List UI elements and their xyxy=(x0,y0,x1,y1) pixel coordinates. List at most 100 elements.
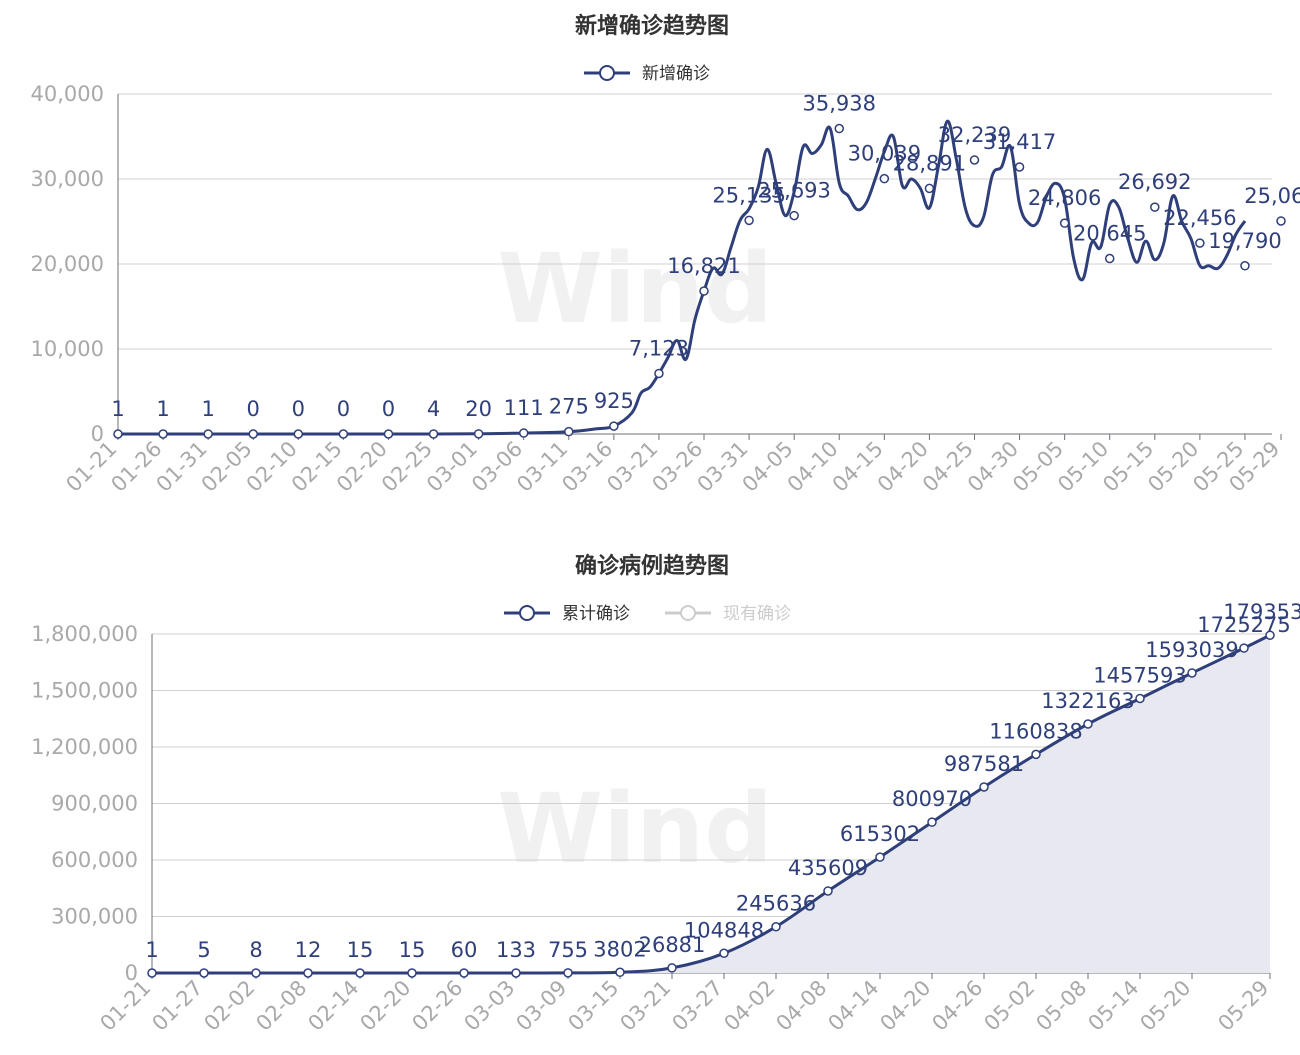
x-tick-label: 05-05 xyxy=(1008,437,1068,497)
data-point xyxy=(879,173,890,184)
x-tick-label: 02-20 xyxy=(332,437,392,497)
x-tick-label: 02-15 xyxy=(287,437,347,497)
x-tick-label: 02-05 xyxy=(197,437,257,497)
data-point xyxy=(113,429,123,439)
series-area-fill xyxy=(152,635,1270,973)
data-label: 3802 xyxy=(593,937,646,961)
data-label: 0 xyxy=(292,397,305,421)
data-point xyxy=(147,968,157,978)
data-label: 1 xyxy=(111,397,124,421)
data-point xyxy=(1059,218,1070,228)
data-label: 1 xyxy=(201,397,214,421)
data-point xyxy=(1239,643,1249,653)
data-point xyxy=(823,886,833,896)
data-point xyxy=(564,426,574,437)
legend-item-new-cases[interactable]: 新增确诊 xyxy=(584,64,710,84)
data-label: 16,821 xyxy=(667,254,740,278)
data-point xyxy=(615,967,625,978)
x-tick-label: 02-02 xyxy=(199,976,259,1036)
y-tick-label: 10,000 xyxy=(31,337,104,361)
y-tick-label: 1,200,000 xyxy=(31,735,138,759)
x-tick-label: 04-15 xyxy=(828,437,888,497)
data-label: 987581 xyxy=(944,752,1024,776)
data-label: 925 xyxy=(594,389,634,413)
x-tick-label: 04-26 xyxy=(927,976,987,1036)
data-point xyxy=(654,368,664,379)
data-point xyxy=(875,852,885,862)
x-tick-label: 04-30 xyxy=(963,437,1023,497)
legend-item-current[interactable]: 现有确诊 xyxy=(665,604,791,624)
data-label: 20 xyxy=(465,397,492,421)
data-label: 22,456 xyxy=(1163,206,1236,230)
data-label: 15 xyxy=(399,938,426,962)
data-point xyxy=(293,429,304,439)
data-label: 755 xyxy=(548,938,588,962)
series-line xyxy=(118,119,1247,436)
data-point xyxy=(744,215,754,226)
data-label: 12 xyxy=(295,938,322,962)
x-tick-label: 04-08 xyxy=(771,976,831,1036)
x-tick-label: 03-03 xyxy=(459,976,519,1036)
y-tick-label: 0 xyxy=(125,961,138,985)
data-label: 20,645 xyxy=(1073,222,1146,246)
data-point xyxy=(979,782,989,792)
legend-marker-icon xyxy=(599,65,615,81)
watermark: Wind xyxy=(497,773,773,885)
data-label: 1793530 xyxy=(1223,600,1300,624)
y-tick-label: 1,800,000 xyxy=(31,622,138,646)
x-tick-label: 04-20 xyxy=(875,976,935,1036)
x-tick-label: 03-15 xyxy=(563,976,623,1036)
data-point xyxy=(969,155,980,165)
data-label: 1593039 xyxy=(1145,638,1239,662)
data-labels: 1 1 1 0 0 0 0 4 20 111 275 9257,12316,82125,13525,6… xyxy=(111,92,1300,421)
legend-label-new-cases: 新增确诊 xyxy=(642,64,710,84)
data-point xyxy=(1276,216,1286,226)
legend-marker-icon xyxy=(680,605,696,621)
x-tick-label: 05-08 xyxy=(1031,976,1091,1036)
y-tick-label: 0 xyxy=(91,422,104,446)
data-label: 25,063 xyxy=(1244,184,1300,208)
data-point xyxy=(511,968,521,978)
data-label: 25,693 xyxy=(757,179,830,203)
x-tick-label: 05-15 xyxy=(1098,437,1158,497)
y-tick-label: 40,000 xyxy=(31,82,104,106)
data-point xyxy=(834,123,844,134)
x-tick-label: 05-20 xyxy=(1135,976,1195,1036)
data-label: 60 xyxy=(451,938,478,962)
x-tick-label: 03-09 xyxy=(511,976,571,1036)
data-label: 35,938 xyxy=(803,92,876,116)
y-tick-label: 300,000 xyxy=(51,905,138,929)
data-point xyxy=(699,286,709,296)
cumulative-cases-chart: Wind 确诊病例趋势图 累计确诊 现有确诊 0 300,000 600,000 90… xyxy=(31,553,1300,1036)
data-label: 26881 xyxy=(639,933,706,957)
data-point xyxy=(248,429,258,439)
data-label: 25,135 xyxy=(712,183,785,207)
data-point xyxy=(338,429,349,439)
legend-label-current: 现有确诊 xyxy=(723,604,791,624)
data-label: 26,692 xyxy=(1118,170,1191,194)
data-label: 28,891 xyxy=(893,151,966,175)
data-label: 111 xyxy=(504,396,544,420)
data-label: 0 xyxy=(247,397,260,421)
x-tick-label: 03-26 xyxy=(647,437,707,497)
x-tick-label: 03-06 xyxy=(467,437,527,497)
y-tick-label: 1,500,000 xyxy=(31,679,138,703)
x-tick-label: 05-20 xyxy=(1143,437,1203,497)
data-label: 32,239 xyxy=(938,123,1011,147)
data-point xyxy=(355,968,365,978)
x-tick-label: 02-26 xyxy=(407,976,467,1036)
data-labels: 1 5 8 12 15 15 60 133 755 38022688110484824563643… xyxy=(145,600,1300,962)
data-label: 19,790 xyxy=(1208,229,1281,253)
data-label: 435609 xyxy=(788,856,868,880)
x-tick-label: 04-25 xyxy=(918,437,978,497)
x-tick-label: 03-21 xyxy=(615,976,675,1036)
legend-item-cumulative[interactable]: 累计确诊 xyxy=(504,604,630,624)
y-tick-label: 900,000 xyxy=(51,792,138,816)
new-cases-chart: Wind 新增确诊趋势图 新增确诊 0 10,000 20,000 30,000 40,… xyxy=(31,13,1300,497)
watermark: Wind xyxy=(497,233,773,345)
data-label: 615302 xyxy=(840,822,920,846)
data-point xyxy=(459,968,469,978)
x-tick-label: 01-31 xyxy=(152,437,212,497)
data-label: 7,123 xyxy=(629,336,689,360)
y-tick-label: 20,000 xyxy=(31,252,104,276)
